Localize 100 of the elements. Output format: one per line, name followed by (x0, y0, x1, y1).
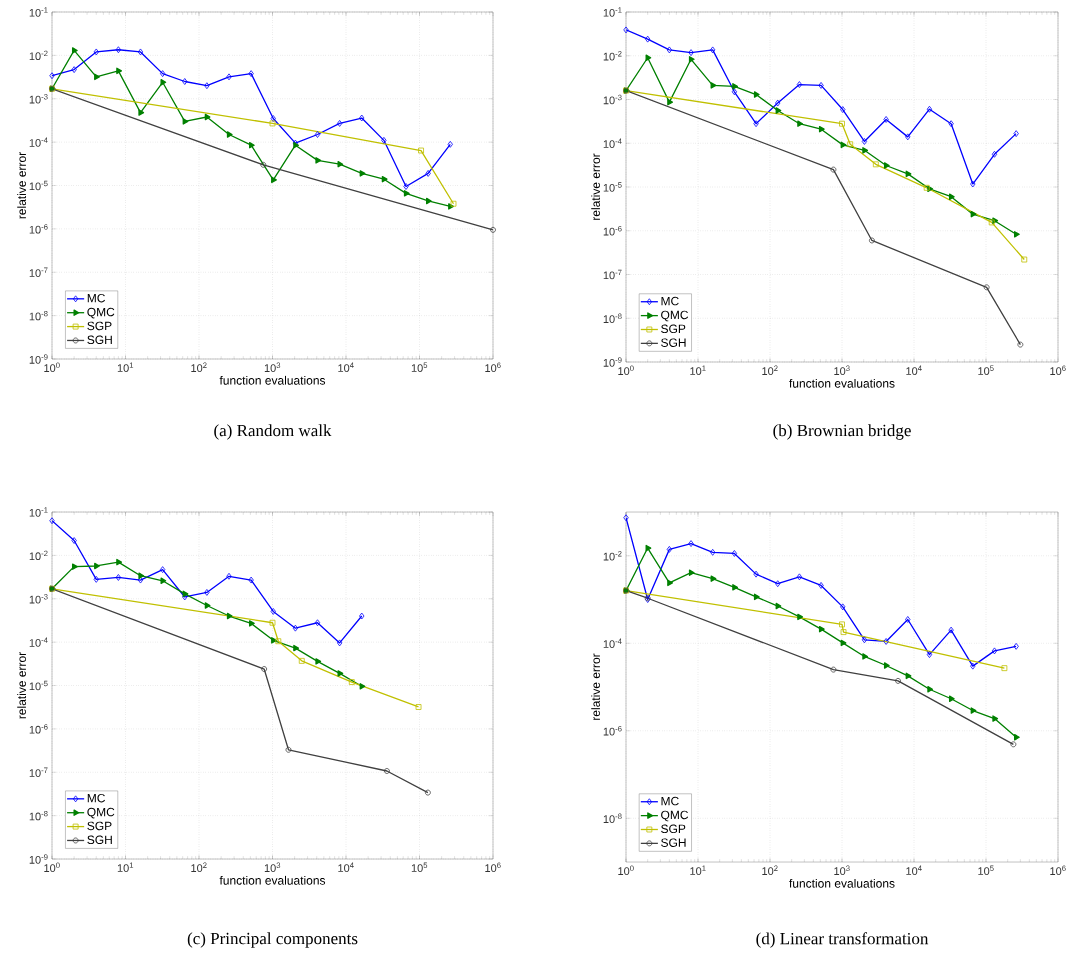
point (359, 170, 366, 177)
point (775, 602, 782, 610)
point (970, 210, 977, 218)
point (71, 537, 77, 544)
text: (c) Principal components (187, 932, 358, 948)
y-tick-label: 10$^{-7}$ (603, 269, 622, 280)
y-tick-label: 10$^{-4}$ (603, 638, 622, 648)
point (883, 162, 890, 169)
y-tick-label: 10$^{-3}$ (29, 94, 48, 104)
point (645, 54, 652, 62)
y-tick-label: 10$^{-2}$ (29, 550, 48, 561)
point (905, 616, 911, 623)
point (270, 115, 276, 122)
legend-label: SGP (661, 824, 686, 834)
legend-label: SGH (661, 838, 686, 847)
point (359, 612, 365, 620)
y-tick-label: 10$^{-4}$ (29, 637, 48, 647)
y-tick-label: 10$^{-7}$ (29, 767, 48, 777)
y-tick-label: 10$^{-2}$ (29, 50, 48, 61)
point (645, 544, 652, 552)
x-tick-label: 10$^{6}$ (1050, 865, 1066, 876)
y-tick-label: 10$^{-8}$ (29, 810, 48, 821)
legend-label: MC (661, 796, 679, 806)
legend-label: SGH (87, 335, 112, 345)
x-tick-label: 10$^{4}$ (338, 362, 354, 372)
y-axis-title: relative error (591, 153, 601, 220)
point (753, 120, 759, 128)
point (992, 715, 999, 722)
point (182, 118, 189, 125)
point (336, 120, 343, 127)
point (710, 548, 716, 556)
point (991, 647, 998, 655)
x-tick-label: 10$^{6}$ (485, 362, 501, 373)
point (970, 662, 976, 670)
point (861, 636, 868, 644)
x-tick-label: 10$^{2}$ (762, 865, 778, 876)
point (666, 545, 673, 553)
point (775, 107, 782, 114)
point (271, 637, 277, 644)
y-tick-label: 10$^{-1}$ (29, 507, 48, 517)
y-axis-title: relative error (591, 653, 601, 720)
x-tick-label: 10$^{6}$ (1050, 365, 1066, 376)
point (796, 573, 803, 581)
point (359, 683, 366, 690)
point (818, 125, 825, 133)
y-tick-label: 10$^{-6}$ (603, 726, 622, 736)
x-axis-title: function evaluations (789, 378, 895, 388)
point (71, 563, 78, 570)
x-tick-label: 10$^{1}$ (690, 365, 706, 375)
y-tick-label: 10$^{-2}$ (603, 51, 622, 61)
x-tick-label: 10$^{1}$ (117, 862, 134, 872)
point (381, 175, 388, 183)
point (840, 106, 846, 113)
legend-label: QMC (661, 310, 689, 322)
x-tick-label: 10$^{1}$ (117, 362, 134, 372)
x-tick-label: 10$^{0}$ (618, 865, 634, 876)
point (1013, 642, 1019, 650)
point (160, 79, 167, 86)
y-tick-label: 10$^{-9}$ (603, 357, 622, 367)
point (753, 91, 760, 98)
legend-label: QMC (661, 810, 689, 822)
point (970, 180, 976, 188)
point (926, 651, 933, 659)
point (270, 608, 276, 615)
x-tick-label: 10$^{4}$ (338, 862, 354, 872)
y-tick-label: 10$^{-8}$ (603, 813, 622, 823)
point (667, 98, 674, 106)
x-tick-label: 10$^{5}$ (978, 365, 994, 375)
y-tick-label: 10$^{-5}$ (29, 180, 48, 191)
point (840, 603, 846, 611)
point (926, 105, 933, 113)
point (731, 88, 738, 96)
point (159, 566, 166, 574)
point (731, 550, 738, 557)
point (796, 81, 803, 88)
point (862, 653, 869, 660)
point (159, 70, 166, 78)
point (71, 47, 78, 54)
point (948, 120, 954, 128)
y-tick-label: 10$^{-4}$ (29, 137, 48, 147)
point (248, 70, 254, 78)
x-axis-title: function evaluations (219, 375, 326, 385)
point (71, 66, 77, 74)
x-tick-label: 10$^{4}$ (906, 365, 922, 375)
legend-label: QMC (87, 807, 115, 819)
point (337, 670, 344, 677)
point (292, 624, 299, 632)
point (667, 579, 674, 587)
y-tick-label: 10$^{-6}$ (603, 226, 622, 236)
point (710, 575, 717, 582)
point (115, 574, 122, 581)
text: (d) Linear transformation (756, 932, 929, 948)
x-axis-title: function evaluations (219, 875, 326, 885)
x-tick-label: 10$^{2}$ (191, 862, 207, 873)
x-tick-label: 10$^{5}$ (978, 865, 994, 875)
point (710, 46, 716, 54)
y-tick-label: 10$^{-6}$ (29, 724, 48, 734)
point (1014, 231, 1020, 238)
point (93, 575, 99, 583)
x-tick-label: 10$^{0}$ (44, 362, 60, 373)
